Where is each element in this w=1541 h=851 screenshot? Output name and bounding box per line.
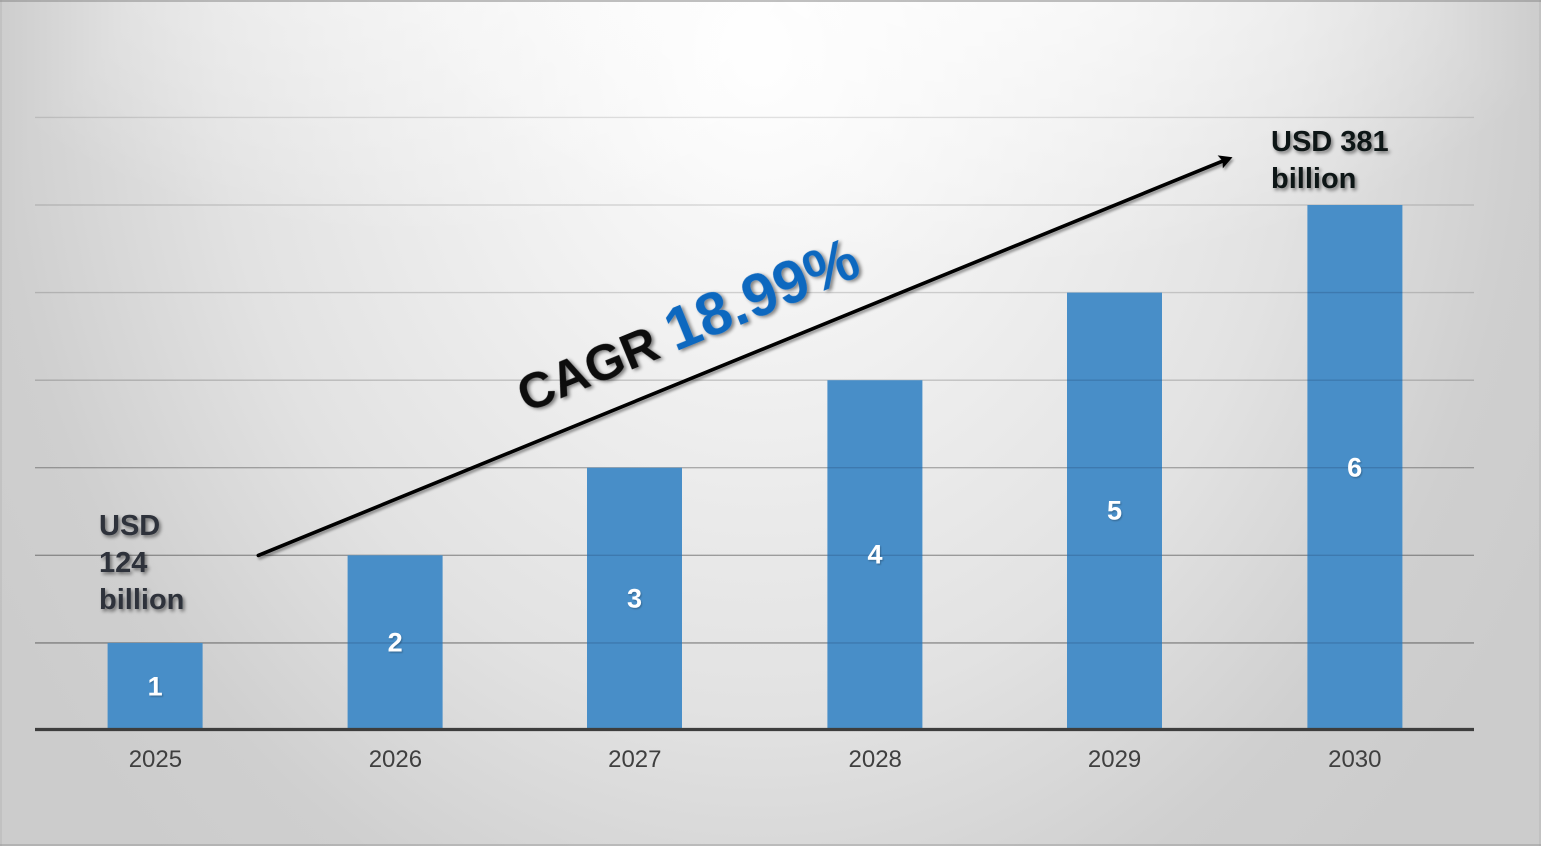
svg-text:CAGR 18.99%: CAGR 18.99% [506,225,869,425]
svg-text:USD 381: USD 381 [1271,126,1389,158]
svg-text:2029: 2029 [1088,746,1141,773]
svg-text:124: 124 [99,547,147,579]
svg-text:2027: 2027 [608,746,661,773]
svg-text:2028: 2028 [849,746,902,773]
svg-text:2: 2 [388,628,403,658]
svg-text:6: 6 [1347,453,1362,483]
svg-text:5: 5 [1107,496,1122,526]
svg-text:1: 1 [148,672,163,702]
svg-text:billion: billion [1271,163,1356,195]
svg-text:4: 4 [867,540,882,570]
svg-text:3: 3 [627,584,642,614]
svg-text:2025: 2025 [129,746,182,773]
svg-text:2030: 2030 [1328,746,1381,773]
svg-text:billion: billion [99,584,184,616]
svg-text:USD: USD [99,510,160,542]
svg-text:2026: 2026 [369,746,422,773]
